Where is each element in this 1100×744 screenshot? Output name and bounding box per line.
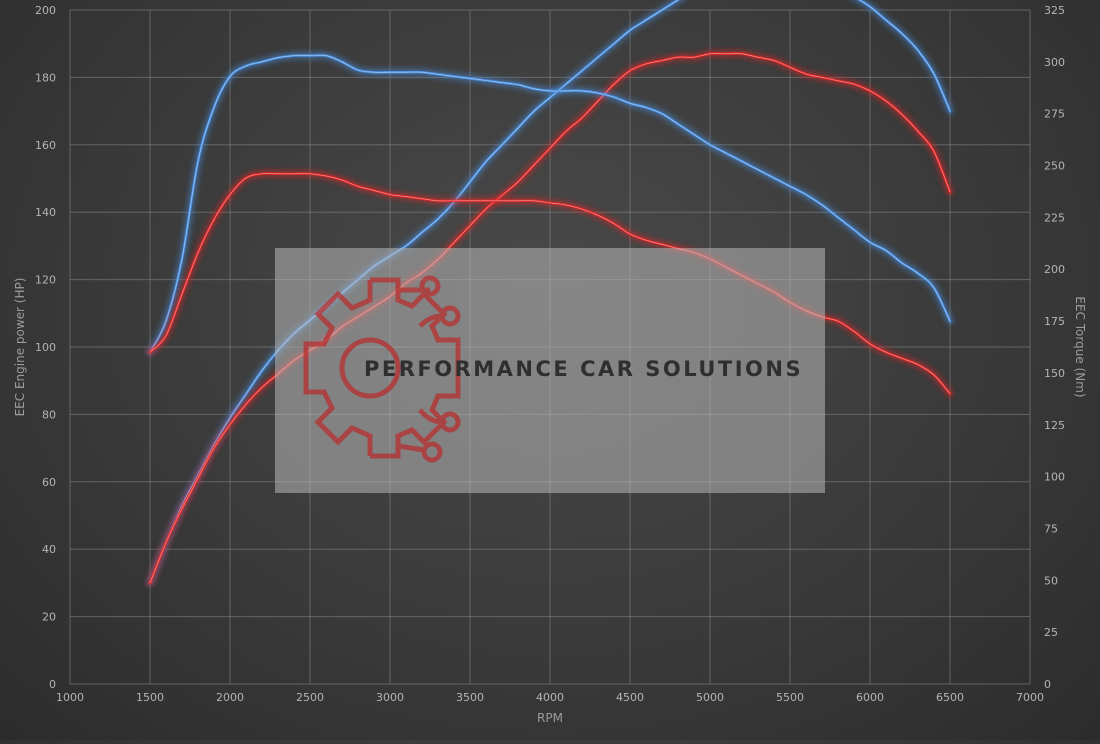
x-tick-label: 6000 [856,691,884,704]
x-tick-label: 4000 [536,691,564,704]
series-stage_torque [147,52,953,356]
x-tick-label: 2000 [216,691,244,704]
x-tick-label: 4500 [616,691,644,704]
x-tick-label: 5000 [696,691,724,704]
y2-tick-label: 175 [1044,315,1065,328]
gear-circuit-icon [303,275,461,463]
y-tick-label: 140 [35,206,56,219]
y-tick-label: 20 [42,611,56,624]
y2-tick-label: 0 [1044,678,1051,691]
x-tick-label: 3500 [456,691,484,704]
x-tick-label: 1000 [56,691,84,704]
x-tick-label: 2500 [296,691,324,704]
y2-tick-label: 300 [1044,56,1065,69]
x-tick-label: 3000 [376,691,404,704]
y2-tick-label: 225 [1044,211,1065,224]
y-tick-label: 60 [42,476,56,489]
y-axis-title: EEC Engine power (HP) [13,278,27,417]
axis-layer: 1000 1500 2000 2500 3000 3500 4000 4500 5000 5500… [13,4,1087,725]
y2-axis-title: EEC Torque (Nm) [1073,296,1087,397]
y2-tick-label: 200 [1044,263,1065,276]
y2-tick-label: 25 [1044,626,1058,639]
x-tick-label: 7000 [1016,691,1044,704]
y-tick-label: 100 [35,341,56,354]
watermark-text: PERFORMANCE CAR SOLUTIONS [364,357,803,381]
series-highlight-stage_torque [149,54,951,353]
x-tick-label: 1500 [136,691,164,704]
y-tick-label: 200 [35,4,56,17]
y-tick-label: 180 [35,71,56,84]
y-tick-label: 0 [49,678,56,691]
y-tick-label: 80 [42,408,56,421]
y2-tick-label: 275 [1044,108,1065,121]
y2-tick-label: 125 [1044,419,1065,432]
y2-tick-label: 100 [1044,471,1065,484]
y-tick-label: 160 [35,139,56,152]
watermark-panel [275,248,825,493]
y2-tick-label: 325 [1044,4,1065,17]
watermark: PERFORMANCE CAR SOLUTIONS [275,248,825,493]
y2-tick-label: 75 [1044,522,1058,535]
x-tick-label: 5500 [776,691,804,704]
y-tick-label: 120 [35,274,56,287]
y2-tick-label: 150 [1044,367,1065,380]
y-tick-label: 40 [42,543,56,556]
y2-tick-label: 50 [1044,574,1058,587]
x-axis-title: RPM [537,711,563,725]
y2-tick-label: 250 [1044,160,1065,173]
x-tick-label: 6500 [936,691,964,704]
